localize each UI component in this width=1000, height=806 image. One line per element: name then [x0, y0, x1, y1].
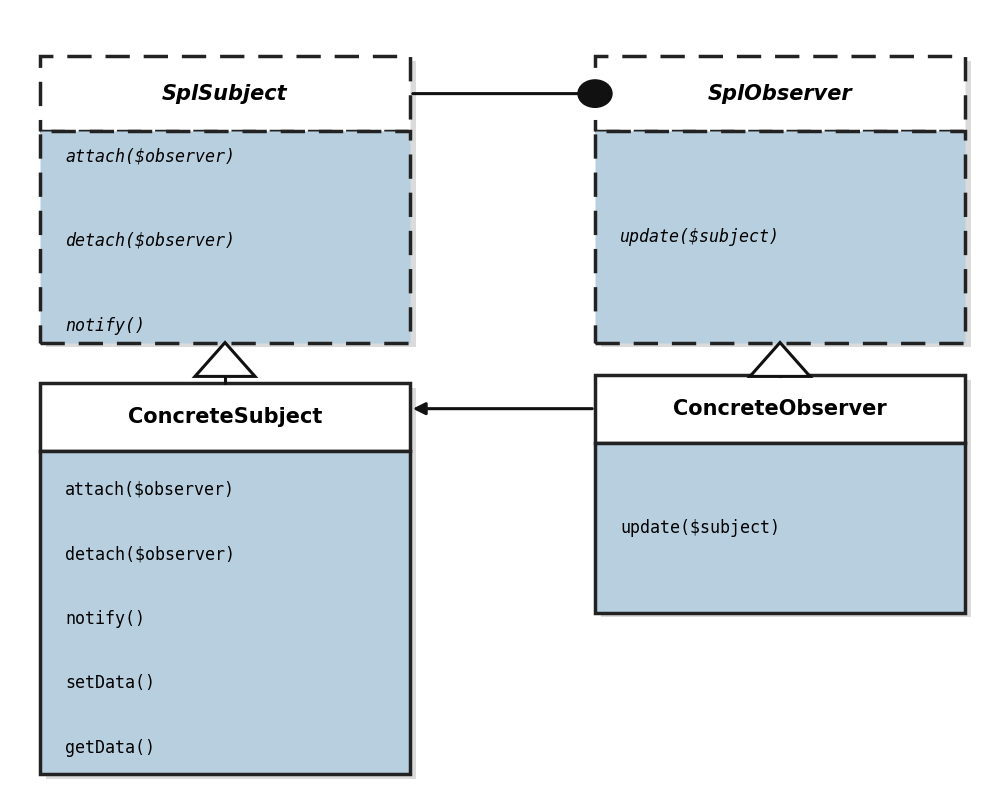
Bar	[46, 388, 416, 779]
Text: attach($observer): attach($observer)	[65, 481, 235, 499]
Polygon shape	[750, 343, 810, 376]
Bar	[46, 61, 416, 347]
Text: setData(): setData()	[65, 675, 155, 692]
Text: update($subject): update($subject)	[620, 227, 780, 246]
Bar	[601, 61, 971, 347]
Text: notify(): notify()	[65, 610, 145, 628]
Bar	[595, 442, 965, 613]
Text: getData(): getData()	[65, 739, 155, 757]
Text: detach($observer): detach($observer)	[65, 232, 235, 250]
Polygon shape	[195, 343, 255, 376]
Circle shape	[578, 80, 612, 107]
Text: update($subject): update($subject)	[620, 518, 780, 537]
Bar	[595, 56, 965, 131]
Text: ConcreteObserver: ConcreteObserver	[673, 399, 887, 418]
Text: notify(): notify()	[65, 317, 145, 334]
Text: detach($observer): detach($observer)	[65, 546, 235, 563]
Text: SplSubject: SplSubject	[162, 84, 288, 104]
Text: ConcreteSubject: ConcreteSubject	[128, 407, 322, 427]
Bar	[40, 131, 410, 343]
Bar	[40, 383, 410, 451]
Bar	[40, 56, 410, 131]
Text: SplObserver: SplObserver	[708, 84, 852, 104]
Text: attach($observer): attach($observer)	[65, 147, 235, 165]
Bar	[595, 375, 965, 442]
Bar	[40, 451, 410, 774]
Bar	[595, 131, 965, 343]
Bar	[601, 380, 971, 617]
